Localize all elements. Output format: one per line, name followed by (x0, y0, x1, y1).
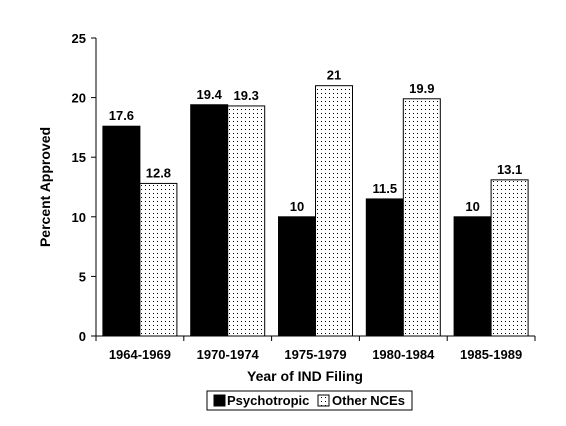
legend-swatch-psychotropic (213, 394, 226, 407)
bar-psychotropic (190, 104, 229, 337)
legend-swatch-other-nces (317, 394, 330, 407)
data-label-other-nces: 13.1 (497, 162, 522, 177)
data-label-psychotropic: 19.4 (197, 87, 223, 102)
data-label-other-nces: 19.9 (409, 81, 434, 96)
x-tick-label: 1975-1979 (284, 347, 346, 362)
data-label-other-nces: 21 (327, 68, 341, 83)
data-label-psychotropic: 10 (465, 199, 479, 214)
x-axis-title: Year of IND Filing (247, 368, 363, 384)
bar-psychotropic (102, 125, 141, 337)
y-tick-label: 0 (79, 329, 86, 344)
legend: Psychotropic Other NCEs (206, 390, 413, 411)
axes: 0 5 10 15 20 25 1964-1969 1970-1974 1975-1979 198… (72, 31, 536, 362)
bar-psychotropic (453, 216, 492, 337)
y-tick-label: 10 (72, 210, 86, 225)
bar-other-nces (227, 105, 266, 337)
y-tick-label: 15 (72, 150, 86, 165)
bar-other-nces (139, 182, 178, 337)
x-tick-label: 1964-1969 (109, 347, 171, 362)
bar-other-nces (490, 179, 529, 337)
data-label-other-nces: 19.3 (234, 88, 259, 103)
x-tick-label: 1985-1989 (460, 347, 522, 362)
x-tick-label: 1970-1974 (197, 347, 260, 362)
x-tick-label: 1980-1984 (372, 347, 435, 362)
bar-other-nces (402, 98, 441, 337)
data-label-psychotropic: 10 (290, 199, 304, 214)
legend-label-psychotropic: Psychotropic (227, 393, 309, 408)
legend-label-other-nces: Other NCEs (332, 393, 405, 408)
legend-box (206, 390, 413, 411)
y-tick-label: 20 (72, 91, 86, 106)
y-tick-label: 5 (79, 269, 86, 284)
bars (102, 85, 529, 337)
bar-psychotropic (365, 198, 404, 337)
bar-psychotropic (278, 216, 316, 337)
data-label-psychotropic: 17.6 (109, 108, 134, 123)
data-label-other-nces: 12.8 (146, 165, 171, 180)
data-labels: 17.6 12.8 19.4 19.3 10 21 11.5 19.9 10 13.1 (109, 68, 523, 214)
bar-other-nces (315, 85, 353, 337)
y-tick-label: 25 (72, 31, 86, 46)
y-axis-title: Percent Approved (37, 127, 53, 247)
data-label-psychotropic: 11.5 (373, 181, 398, 196)
